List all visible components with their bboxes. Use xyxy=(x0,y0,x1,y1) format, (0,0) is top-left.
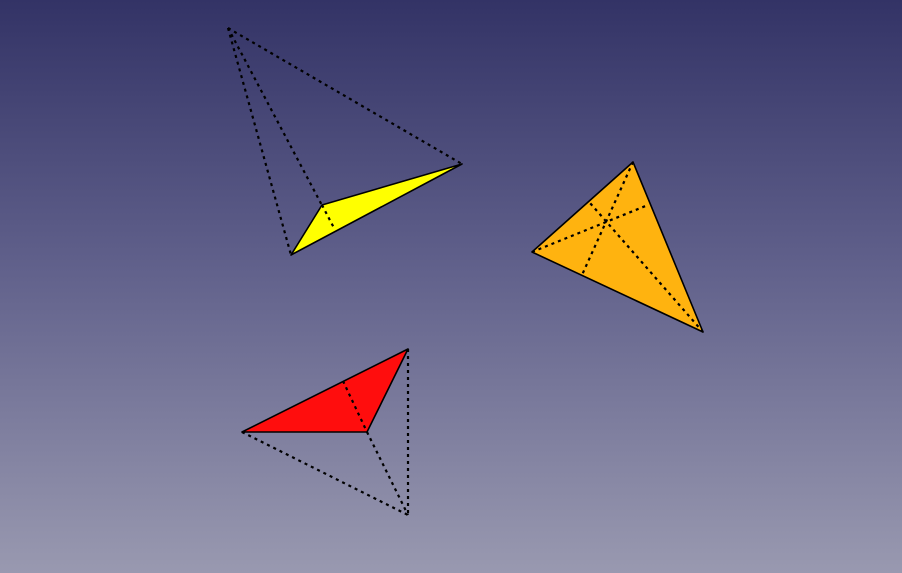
yellow-edge-inner xyxy=(321,204,335,229)
yellow-edge-top-left xyxy=(226,27,293,256)
orange-face[interactable] xyxy=(531,161,704,333)
red-edge-center-bottom xyxy=(366,431,409,516)
orange-edge-inner-3 xyxy=(589,202,704,333)
orange-tetrahedron[interactable] xyxy=(531,161,704,333)
yellow-tetrahedron[interactable] xyxy=(226,27,463,256)
red-edge-left-bottom xyxy=(241,431,409,516)
red-edge-inner xyxy=(342,380,368,433)
red-tetrahedron[interactable] xyxy=(241,348,410,516)
yellow-face[interactable] xyxy=(290,163,463,256)
red-face[interactable] xyxy=(241,348,409,433)
yellow-edge-top-right xyxy=(227,27,463,165)
yellow-edge-top-center xyxy=(227,27,335,229)
